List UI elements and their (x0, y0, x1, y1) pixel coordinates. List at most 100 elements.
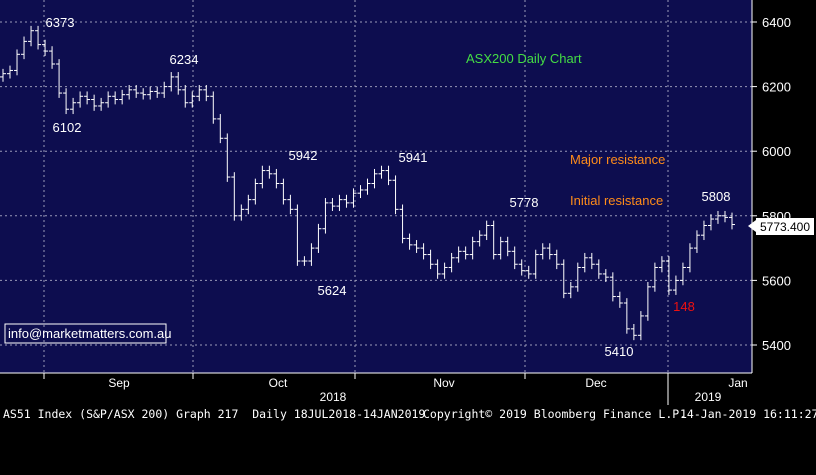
price-bar (637, 311, 644, 341)
price-bar (14, 49, 21, 76)
price-bar (273, 168, 280, 189)
price-bar (623, 298, 630, 334)
price-bar (77, 91, 84, 108)
price-annotation: 5778 (510, 195, 539, 210)
chart-window: 5400 5600 5800 6000 6200 6400 Sep Oct Nov Dec Jan… (0, 0, 816, 424)
last-price-value: 5773.400 (760, 220, 810, 234)
price-annotation: 6373 (46, 15, 75, 30)
price-bar (665, 256, 672, 295)
footer-right: 14-Jan-2019 16:11:27 (680, 407, 816, 421)
price-bar (385, 165, 392, 186)
price-bar (672, 275, 679, 295)
price-bar (553, 249, 560, 270)
price-bar (63, 88, 70, 115)
price-bar (7, 65, 14, 79)
price-bar (420, 243, 427, 260)
price-bar (259, 165, 266, 189)
price-bar (525, 265, 532, 279)
price-bar (112, 91, 119, 105)
price-bar (413, 240, 420, 253)
price-bar (462, 246, 469, 260)
price-bar (532, 249, 539, 279)
price-bar (567, 282, 574, 299)
price-annotation: 5624 (318, 283, 347, 298)
price-annotations: 6373 6102 6234 5942 5624 5941 5778 5410 5808 148 (46, 15, 731, 359)
price-bar (693, 230, 700, 253)
price-bar (455, 246, 462, 263)
price-bar (441, 262, 448, 279)
plot-background (0, 0, 752, 373)
price-bar (105, 91, 112, 108)
price-bar (329, 198, 336, 211)
price-bar (399, 204, 406, 244)
x-tick-label: Sep (108, 376, 130, 390)
footer-mid: Copyright© 2019 Bloomberg Finance L.P. (423, 407, 687, 421)
price-bar (70, 97, 77, 115)
price-bar (651, 262, 658, 292)
price-annotation: 6234 (170, 52, 199, 67)
price-bar (252, 178, 259, 205)
y-tick-label: 5400 (762, 338, 791, 353)
x-tick-label: Nov (433, 376, 454, 390)
price-bar (490, 220, 497, 260)
price-bar (49, 46, 56, 69)
price-bar (350, 188, 357, 208)
price-bar (308, 243, 315, 266)
price-bar (182, 84, 189, 108)
price-bar (0, 68, 6, 82)
price-bar (231, 172, 238, 221)
price-bar (371, 168, 378, 189)
price-bar (301, 256, 308, 266)
price-bar (21, 36, 28, 60)
price-bar (546, 243, 553, 260)
price-bar (392, 175, 399, 215)
contact-box[interactable]: info@marketmatters.com.au (4, 323, 171, 344)
price-bar (427, 249, 434, 270)
y-tick-label: 6400 (762, 15, 791, 30)
price-bar (168, 72, 175, 92)
price-bar (406, 233, 413, 250)
price-bar (217, 114, 224, 144)
price-bar (504, 236, 511, 257)
price-bar (497, 236, 504, 260)
price-bar (189, 91, 196, 108)
price-bar (343, 194, 350, 208)
price-bar (434, 259, 441, 279)
price-bar (154, 86, 161, 98)
price-bar (126, 84, 133, 100)
price-bar (588, 252, 595, 270)
footer: AS51 Index (S&P/ASX 200) Graph 217 Daily… (0, 405, 816, 424)
price-bar (196, 84, 203, 102)
contact-email[interactable]: info@marketmatters.com.au (8, 326, 171, 341)
price-annotation: 148 (673, 299, 695, 314)
price-bar (518, 259, 525, 276)
price-bar (616, 291, 623, 308)
x-tick-label: Jan (728, 376, 747, 390)
price-bar (560, 259, 567, 299)
price-bar (147, 86, 154, 100)
price-bar (658, 256, 665, 273)
price-bar (203, 84, 210, 102)
price-bar (357, 185, 364, 199)
price-bar (644, 282, 651, 321)
price-annotation: 5942 (289, 148, 318, 163)
price-bar (729, 212, 735, 230)
price-annotation: 6102 (53, 120, 82, 135)
price-bar (581, 252, 588, 273)
price-bar (98, 97, 105, 111)
y-tick-label: 5600 (762, 273, 791, 288)
price-bar (707, 214, 714, 231)
price-bar (378, 165, 385, 179)
price-bar (539, 243, 546, 260)
price-bar (686, 243, 693, 273)
price-bar (469, 236, 476, 260)
price-bar (210, 91, 217, 124)
price-bar (315, 223, 322, 253)
price-bar (133, 84, 140, 98)
price-bar (483, 220, 490, 241)
price-annotation: 5410 (605, 344, 634, 359)
price-bar (609, 272, 616, 302)
price-bar (119, 89, 126, 105)
price-bar (630, 324, 637, 341)
price-bar (175, 72, 182, 95)
